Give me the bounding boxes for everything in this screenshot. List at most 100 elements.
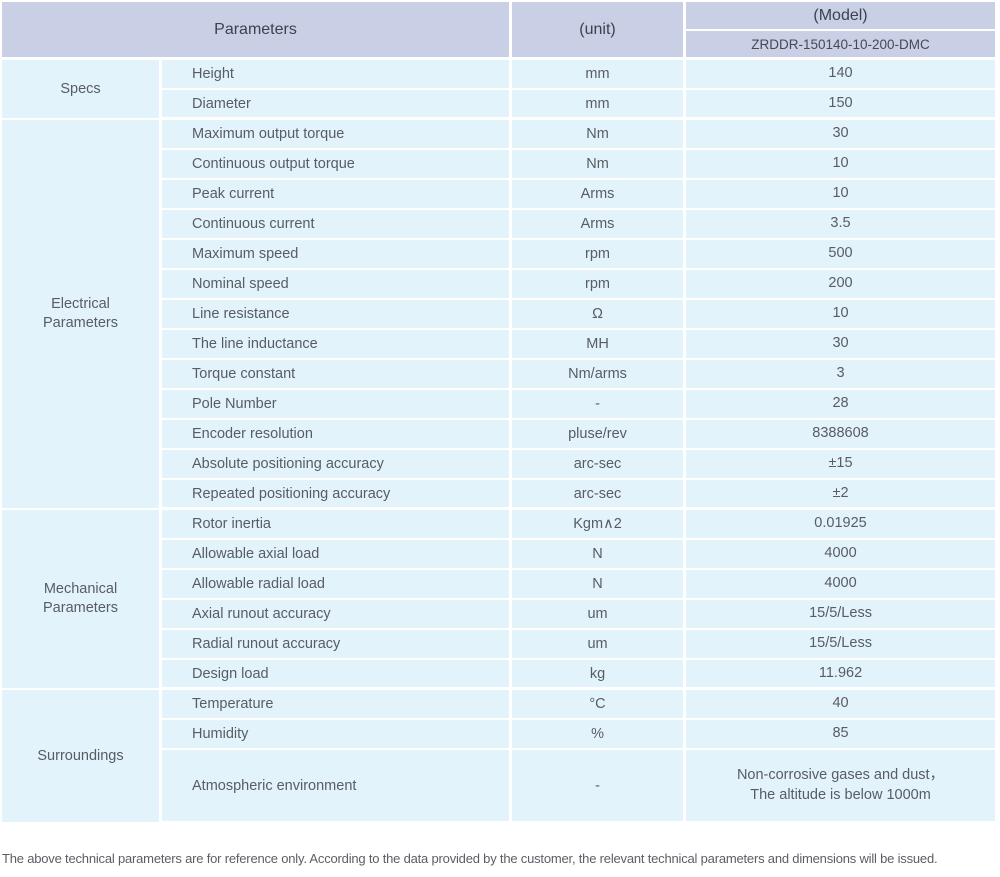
value-cell: 3.5 — [686, 210, 996, 240]
param-name-cell: Design load — [162, 660, 513, 690]
value-cell: 30 — [686, 120, 996, 150]
footer-note: The above technical parameters are for r… — [2, 851, 938, 866]
unit-cell: N — [512, 570, 687, 600]
param-name-cell: Atmospheric environment — [162, 750, 513, 824]
unit-cell: um — [512, 600, 687, 630]
value-cell: 10 — [686, 300, 996, 330]
param-name-cell: Radial runout accuracy — [162, 630, 513, 660]
param-name-cell: Maximum speed — [162, 240, 513, 270]
param-name-cell: Allowable radial load — [162, 570, 513, 600]
unit-cell: MH — [512, 330, 687, 360]
unit-cell: arc-sec — [512, 450, 687, 480]
table-row: The line inductance MH 30 — [2, 330, 996, 360]
param-name-cell: Absolute positioning accuracy — [162, 450, 513, 480]
unit-cell: Kgm∧2 — [512, 510, 687, 540]
table-row: Specs Height mm 140 — [2, 60, 996, 120]
table-row: Torque constant Nm/arms 3 — [2, 360, 996, 390]
unit-cell: % — [512, 720, 687, 750]
value-cell: 15/5/Less — [686, 630, 996, 660]
table-row: Design load kg 11.962 — [2, 660, 996, 690]
table-row: Allowable radial load N 4000 — [2, 570, 996, 600]
value-cell: 0.01925 — [686, 510, 996, 540]
table-row: Mechanical Parameters Rotor inertia Kgm∧… — [2, 510, 996, 690]
unit-cell: pluse/rev — [512, 420, 687, 450]
unit-cell: um — [512, 630, 687, 660]
param-name-cell: Height — [162, 60, 513, 90]
value-cell: 140 — [686, 60, 996, 90]
header-row-1: Parameters (unit) (Model) — [2, 2, 996, 60]
model-number: ZRDDR-150140-10-200-DMC — [686, 31, 996, 60]
table-row: Encoder resolution pluse/rev 8388608 — [2, 420, 996, 450]
table-row: Allowable axial load N 4000 — [2, 540, 996, 570]
value-cell: ±2 — [686, 480, 996, 510]
param-name-cell: Continuous output torque — [162, 150, 513, 180]
param-name-cell: Allowable axial load — [162, 540, 513, 570]
table-row: Electrical Parameters Maximum output tor… — [2, 120, 996, 510]
header-row-2: ZRDDR-150140-10-200-DMC — [2, 31, 996, 60]
unit-cell: rpm — [512, 270, 687, 300]
param-name-cell: Maximum output torque — [162, 120, 513, 150]
table-row: Radial runout accuracy um 15/5/Less — [2, 630, 996, 660]
section-label-specs: Specs — [2, 60, 162, 120]
table-row: Maximum speed rpm 500 — [2, 240, 996, 270]
table-row: Pole Number - 28 — [2, 390, 996, 420]
parameters-header: Parameters — [2, 2, 513, 60]
section-label-electrical-parameters: Electrical Parameters — [2, 120, 162, 510]
unit-cell: Ω — [512, 300, 687, 330]
param-name-cell: Repeated positioning accuracy — [162, 480, 513, 510]
table-row: Peak current Arms 10 — [2, 180, 996, 210]
unit-cell: rpm — [512, 240, 687, 270]
param-name-cell: Continuous current — [162, 210, 513, 240]
value-cell: 10 — [686, 150, 996, 180]
value-cell: 4000 — [686, 540, 996, 570]
table-row: Nominal speed rpm 200 — [2, 270, 996, 300]
unit-cell: kg — [512, 660, 687, 690]
table-row: Repeated positioning accuracy arc-sec ±2 — [2, 480, 996, 510]
unit-cell: mm — [512, 60, 687, 90]
value-cell: 500 — [686, 240, 996, 270]
table-row: Continuous output torque Nm 10 — [2, 150, 996, 180]
table-row: Surroundings Temperature °C 40 — [2, 690, 996, 824]
unit-cell: - — [512, 390, 687, 420]
param-name-cell: Rotor inertia — [162, 510, 513, 540]
value-cell: Non-corrosive gases and dust， The altitu… — [686, 750, 996, 824]
value-cell: 4000 — [686, 570, 996, 600]
unit-cell: Arms — [512, 210, 687, 240]
unit-cell: Arms — [512, 180, 687, 210]
value-cell: 150 — [686, 90, 996, 120]
value-cell: 3 — [686, 360, 996, 390]
value-cell: 200 — [686, 270, 996, 300]
spec-table: Parameters (unit) (Model) ZRDDR-150140-1… — [2, 2, 996, 824]
value-cell: 30 — [686, 330, 996, 360]
unit-cell: - — [512, 750, 687, 824]
param-name-cell: Nominal speed — [162, 270, 513, 300]
param-name-cell: Humidity — [162, 720, 513, 750]
table-row: Humidity % 85 — [2, 720, 996, 750]
model-header: (Model) — [686, 2, 996, 31]
unit-cell: Nm — [512, 120, 687, 150]
section-label-surroundings: Surroundings — [2, 690, 162, 824]
value-cell: 8388608 — [686, 420, 996, 450]
unit-header: (unit) — [512, 2, 687, 60]
value-cell: 40 — [686, 690, 996, 720]
unit-cell: °C — [512, 690, 687, 720]
param-name-cell: The line inductance — [162, 330, 513, 360]
param-name-cell: Temperature — [162, 690, 513, 720]
section-label-mechanical-parameters: Mechanical Parameters — [2, 510, 162, 690]
table-row: Axial runout accuracy um 15/5/Less — [2, 600, 996, 630]
param-name-cell: Torque constant — [162, 360, 513, 390]
unit-cell: N — [512, 540, 687, 570]
value-cell: 11.962 — [686, 660, 996, 690]
table-row: Atmospheric environment - Non-corrosive … — [2, 750, 996, 824]
value-cell: 15/5/Less — [686, 600, 996, 630]
value-cell: 28 — [686, 390, 996, 420]
table-row: Continuous current Arms 3.5 — [2, 210, 996, 240]
table-row: Diameter mm 150 — [2, 90, 996, 120]
param-name-cell: Peak current — [162, 180, 513, 210]
value-cell: 85 — [686, 720, 996, 750]
table-row: Absolute positioning accuracy arc-sec ±1… — [2, 450, 996, 480]
value-cell: ±15 — [686, 450, 996, 480]
unit-cell: mm — [512, 90, 687, 120]
param-name-cell: Pole Number — [162, 390, 513, 420]
param-name-cell: Line resistance — [162, 300, 513, 330]
